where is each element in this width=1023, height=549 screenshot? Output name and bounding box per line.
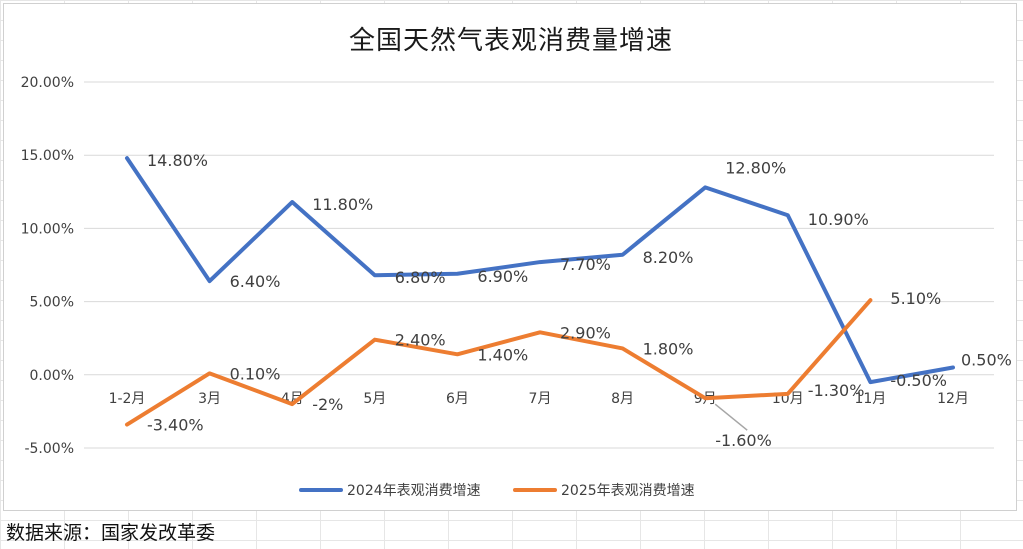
chart-area[interactable]: 全国天然气表观消费量增速 -5.00% 0.00% 5.00% 10.00% 15.00… (3, 3, 1017, 511)
series-2025-data-label: 2.40% (395, 331, 446, 350)
series-2025-data-label: -2% (312, 395, 343, 414)
x-tick-label: 12月 (937, 391, 969, 407)
series-2024-data-label: 0.50% (961, 350, 1012, 369)
series-2025-data-label: 1.40% (477, 345, 528, 364)
line-chart: -5.00% 0.00% 5.00% 10.00% 15.00% 20.00% 1-2月 3月… (21, 75, 1012, 499)
series-2024-data-label: 11.80% (312, 195, 373, 214)
y-tick-label: 15.00% (21, 148, 74, 164)
series-2024-line (125, 156, 955, 385)
x-tick-label: 7月 (529, 391, 552, 407)
series-2025-line (125, 298, 873, 427)
x-tick-label: 1-2月 (109, 391, 146, 407)
series-2025-data-label: 1.80% (643, 339, 694, 358)
series-2024-data-label: 6.80% (395, 268, 446, 287)
chart-title: 全国天然气表观消费量增速 (348, 26, 673, 56)
series-2025-data-label: 2.90% (560, 323, 611, 342)
y-tick-label: -5.00% (24, 441, 74, 457)
series-2025-data-label: -1.60% (715, 431, 772, 450)
y-tick-label: 10.00% (21, 221, 74, 237)
y-tick-label: 0.00% (30, 368, 74, 384)
x-tick-label: 3月 (198, 391, 221, 407)
x-tick-label: 11月 (854, 391, 886, 407)
data-label-leader-line (714, 403, 748, 431)
x-tick-label: 8月 (611, 391, 634, 407)
series-2025-data-label: 5.10% (890, 289, 941, 308)
series-2024-data-label: 10.90% (808, 210, 869, 229)
series-2025-data-label: -1.30% (808, 381, 865, 400)
y-tick-label: 5.00% (30, 295, 74, 311)
series-2025-data-label: -3.40% (147, 416, 204, 435)
legend-item-2024-label: 2024年表观消费增速 (347, 483, 481, 499)
series-2024-data-label: 8.20% (643, 248, 694, 267)
series-2024-data-label: 14.80% (147, 151, 208, 170)
series-2024-data-label: 12.80% (725, 158, 786, 177)
x-tick-label: 6月 (446, 391, 469, 407)
legend-item-2025-label: 2025年表观消费增速 (561, 483, 695, 499)
series-2024-data-label: -0.50% (890, 371, 947, 390)
series-2024-data-label: 7.70% (560, 255, 611, 274)
series-2024-data-label: 6.90% (477, 267, 528, 286)
y-tick-label: 20.00% (21, 75, 74, 91)
series-2024-data-label: 6.40% (230, 272, 281, 291)
x-tick-label: 5月 (363, 391, 386, 407)
series-2025-data-label: 0.10% (230, 364, 281, 383)
source-note: 数据来源：国家发改革委 (6, 522, 216, 544)
